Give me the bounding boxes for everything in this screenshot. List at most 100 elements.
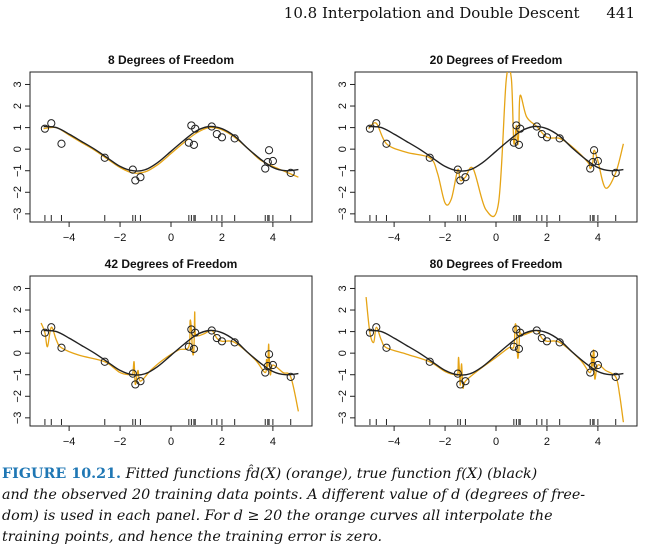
true-function-line	[43, 125, 299, 172]
training-point	[372, 119, 381, 128]
training-point	[425, 357, 434, 366]
training-point	[453, 165, 462, 174]
y-tick-label: −2	[12, 186, 24, 199]
training-point	[57, 139, 66, 148]
caption-text-4: training points, and hence the training …	[2, 529, 383, 545]
training-point	[268, 156, 277, 166]
training-point	[128, 165, 137, 174]
y-tick-label: 3	[12, 285, 24, 291]
caption-text-2: and the observed 20 training data points…	[2, 487, 586, 503]
training-point	[263, 157, 272, 167]
training-point	[100, 357, 109, 366]
training-point	[593, 360, 602, 370]
training-point	[264, 146, 274, 155]
true-function-line	[368, 125, 624, 172]
training-point	[461, 377, 470, 386]
page-number: 441	[606, 4, 635, 22]
training-point	[189, 344, 199, 353]
training-point	[611, 372, 620, 381]
y-tick-label: −3	[12, 412, 24, 425]
training-point	[461, 173, 470, 182]
training-point	[453, 369, 462, 378]
x-tick-label: 4	[270, 436, 276, 448]
training-point	[184, 138, 193, 147]
x-tick-label: −4	[388, 436, 401, 448]
y-tick-label: 2	[337, 307, 349, 313]
y-tick-label: 0	[337, 146, 349, 152]
training-point	[542, 337, 552, 346]
training-point	[263, 361, 272, 371]
training-point	[516, 328, 525, 337]
training-point	[286, 372, 295, 381]
fitted-function-line	[43, 126, 299, 178]
training-point	[516, 124, 525, 133]
training-point	[611, 168, 620, 177]
x-tick-label: −4	[63, 436, 76, 448]
y-tick-label: 3	[337, 81, 349, 87]
y-tick-label: 2	[337, 103, 349, 109]
panel-4: 80 Degrees of Freedom −3 −2 −1 0 1 2 3 −4 −2 0 2 4	[337, 257, 638, 448]
training-point	[207, 122, 216, 131]
y-tick-label: 0	[12, 146, 24, 152]
training-point	[136, 377, 145, 386]
training-point	[207, 326, 216, 335]
training-point	[217, 337, 227, 346]
training-point	[212, 129, 221, 139]
y-tick-label: 2	[12, 103, 24, 109]
training-point	[514, 344, 524, 353]
x-tick-label: 0	[493, 232, 499, 244]
y-tick-label: 3	[12, 81, 24, 87]
panel-title: 42 Degrees of Freedom	[105, 257, 238, 271]
training-point	[532, 122, 541, 131]
running-header: 10.8 Interpolation and Double Descent 44…	[284, 4, 635, 22]
training-point	[509, 138, 518, 147]
panel-2: 20 Degrees of Freedom −3 −2 −1 0 1 2 3 −4 −2 0 2 4	[337, 53, 638, 244]
training-point	[365, 328, 375, 337]
x-tick-label: 0	[168, 436, 174, 448]
y-tick-label: −2	[337, 390, 349, 403]
y-tick-label: 0	[337, 350, 349, 356]
section-title: 10.8 Interpolation and Double Descent	[283, 4, 580, 22]
training-point	[184, 342, 193, 351]
figure-caption: FIGURE 10.21. Fitted functions f̂d(X) (o…	[2, 464, 647, 548]
figure-label: FIGURE 10.21.	[2, 466, 122, 482]
training-point	[514, 140, 524, 149]
y-tick-label: 1	[337, 125, 349, 131]
training-point	[47, 323, 56, 332]
y-tick-label: −2	[337, 186, 349, 199]
y-tick-label: 0	[12, 350, 24, 356]
training-point	[191, 328, 200, 337]
training-point	[509, 342, 518, 351]
x-tick-label: 2	[544, 232, 550, 244]
true-function-line	[43, 329, 299, 376]
training-point	[589, 350, 599, 359]
training-point	[100, 153, 109, 162]
x-tick-label: −2	[439, 436, 452, 448]
training-point	[365, 124, 375, 133]
x-tick-label: 2	[544, 436, 550, 448]
true-function-line	[368, 329, 624, 376]
x-tick-label: 0	[168, 232, 174, 244]
panel-1: 8 Degrees of Freedom −3 −2 −1 0 1 2 3 −4 −2 0 2 4	[12, 53, 313, 244]
x-tick-label: 0	[493, 436, 499, 448]
training-point	[131, 176, 140, 185]
training-point	[532, 326, 541, 335]
x-tick-label: 2	[219, 436, 225, 448]
x-tick-label: −2	[114, 436, 127, 448]
y-tick-label: −1	[337, 368, 349, 381]
training-point	[40, 328, 50, 337]
training-point	[136, 173, 145, 182]
x-tick-label: −2	[439, 232, 452, 244]
caption-text-3: dom) is used in each panel. For d ≥ 20 t…	[2, 508, 553, 524]
fitted-function-line	[365, 297, 625, 423]
y-tick-label: −3	[337, 412, 349, 425]
training-point	[588, 157, 597, 167]
caption-text-1: Fitted functions f̂d(X) (orange), true f…	[125, 466, 538, 482]
training-point	[40, 124, 50, 133]
training-point	[425, 153, 434, 162]
y-tick-label: −1	[12, 368, 24, 381]
training-point	[47, 119, 56, 128]
y-tick-label: −3	[337, 208, 349, 221]
training-point	[588, 361, 597, 371]
x-tick-label: −4	[63, 232, 76, 244]
